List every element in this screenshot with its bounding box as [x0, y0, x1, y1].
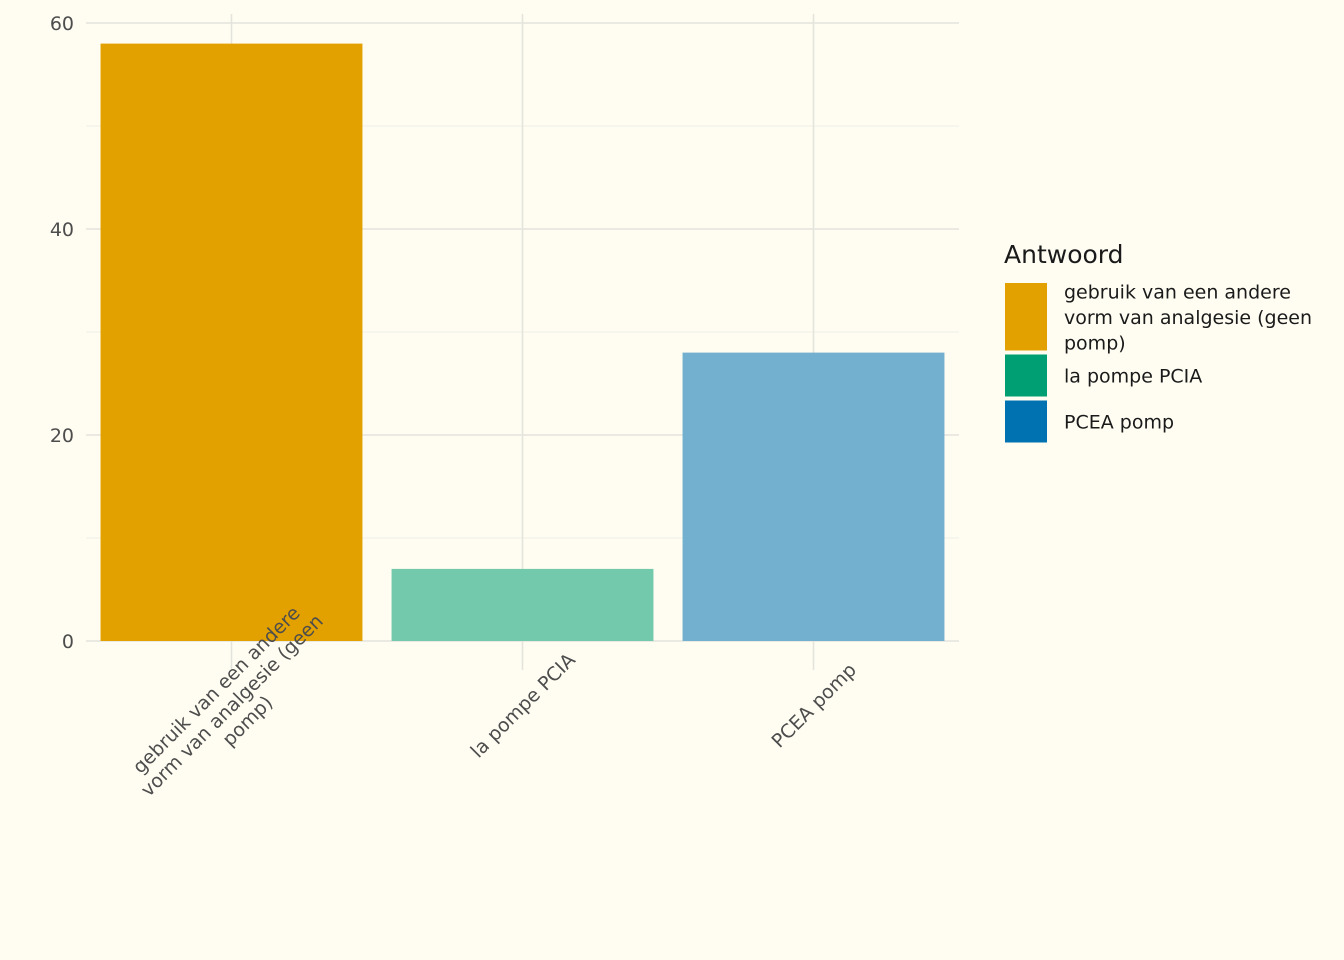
- y-tick-label: 60: [50, 13, 74, 35]
- legend-key: [1005, 354, 1047, 397]
- bar: [682, 352, 945, 641]
- y-axis: 0 20 40 60: [50, 13, 74, 653]
- legend-label: PCEA pomp: [1064, 412, 1174, 434]
- bars: [100, 43, 945, 642]
- legend-title: Antwoord: [1004, 240, 1124, 269]
- y-tick-label: 0: [62, 631, 74, 653]
- x-tick-label: PCEA pomp: [768, 659, 861, 752]
- legend-label: pomp): [1064, 332, 1126, 354]
- y-tick-label: 40: [50, 219, 74, 241]
- legend-label: la pompe PCIA: [1064, 366, 1202, 388]
- bar: [391, 568, 654, 641]
- legend-label: vorm van analgesie (geen: [1064, 307, 1312, 329]
- legend-key: [1005, 283, 1047, 351]
- legend: Antwoord gebruik van een andere vorm van …: [1004, 240, 1312, 443]
- legend-label: gebruik van een andere: [1064, 281, 1291, 303]
- x-tick-label-line: PCEA pomp: [768, 659, 861, 752]
- legend-key: [1005, 400, 1047, 443]
- bar: [100, 43, 363, 642]
- y-tick-label: 20: [50, 425, 74, 447]
